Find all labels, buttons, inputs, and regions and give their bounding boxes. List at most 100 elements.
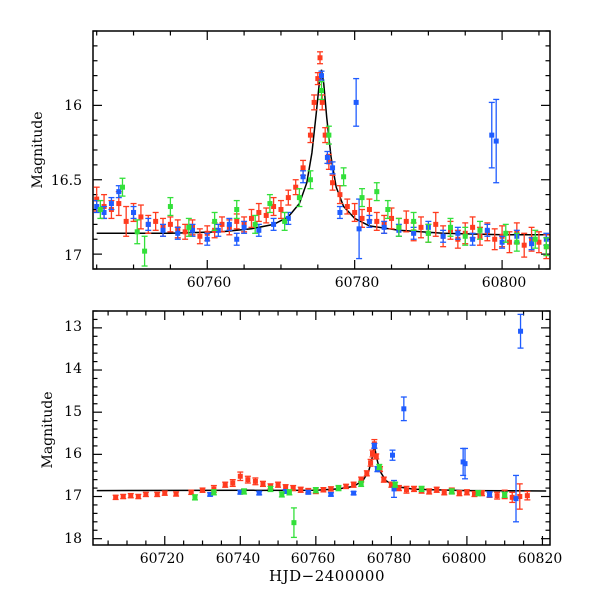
data-marker <box>285 215 291 221</box>
top-xtick-label-60800: 60800 <box>482 275 527 291</box>
data-marker <box>188 489 194 495</box>
data-marker <box>256 490 262 496</box>
data-marker <box>536 239 542 245</box>
top-green-point <box>252 214 259 234</box>
data-marker <box>477 227 483 233</box>
bottom-red-point <box>112 494 119 501</box>
data-marker <box>200 487 206 493</box>
bottom-xtick-label-60760: 60760 <box>291 551 336 567</box>
top-green-point <box>384 199 391 220</box>
top-xtick-label-60760: 60760 <box>187 275 232 291</box>
top-red-point <box>123 205 130 237</box>
bottom-red-point <box>120 493 127 500</box>
top-green-point <box>447 217 454 237</box>
data-marker <box>513 496 519 502</box>
bottom-green-point <box>267 485 274 493</box>
top-green-point <box>373 182 380 202</box>
data-marker <box>215 227 221 233</box>
top-blue-point <box>329 161 336 175</box>
data-marker <box>368 460 374 466</box>
bottom-red-point <box>275 481 282 488</box>
bottom-blue-point <box>462 447 469 480</box>
bottom-ytick-label-18: 18 <box>64 531 82 547</box>
bottom-plot-frame <box>92 310 551 546</box>
top-red-point <box>182 223 189 240</box>
bottom-red-point <box>259 480 266 488</box>
top-red-point <box>248 208 255 229</box>
data-marker <box>456 490 462 496</box>
data-marker <box>197 233 203 239</box>
data-marker <box>364 470 370 476</box>
top-blue-point <box>108 196 115 211</box>
data-marker <box>425 230 431 236</box>
bottom-data-points <box>112 313 531 539</box>
top-red-point <box>373 211 380 231</box>
data-marker <box>192 494 198 500</box>
data-marker <box>120 494 126 500</box>
bottom-red-point <box>222 481 229 488</box>
top-red-point <box>319 94 326 111</box>
data-marker <box>234 207 240 212</box>
data-marker <box>320 487 326 493</box>
top-green-point <box>318 80 325 101</box>
top-blue-point <box>174 226 181 240</box>
data-marker <box>376 464 382 470</box>
top-blue-point <box>285 211 292 226</box>
data-marker <box>390 452 396 458</box>
top-green-point <box>340 167 347 187</box>
top-red-point <box>314 72 321 86</box>
data-marker <box>131 209 137 215</box>
data-marker <box>283 484 289 490</box>
data-marker <box>256 227 262 233</box>
bottom-red-point <box>229 478 236 488</box>
top-xtick-label-60780: 60780 <box>335 275 380 291</box>
data-marker <box>173 491 179 497</box>
data-marker <box>374 218 380 224</box>
bottom-red-point <box>320 487 327 493</box>
bottom-red-point <box>411 485 418 493</box>
top-red-point <box>535 231 542 254</box>
top-green-point <box>233 199 240 220</box>
data-marker <box>143 491 149 497</box>
bottom-green-point <box>335 484 342 492</box>
data-marker <box>487 491 493 497</box>
bottom-green-point <box>358 480 365 488</box>
top-green-point <box>395 217 402 237</box>
top-blue-point <box>381 220 388 234</box>
data-marker <box>245 477 251 483</box>
bottom-red-point <box>494 491 501 500</box>
bottom-x-axis-title: HJD−2400000 <box>269 567 385 585</box>
bottom-green-point <box>191 494 198 501</box>
data-marker <box>207 491 213 497</box>
bottom-blue-point <box>400 396 407 422</box>
data-marker <box>330 180 336 186</box>
top-green-point <box>97 199 104 220</box>
data-marker <box>351 482 357 488</box>
top-green-point <box>543 237 550 257</box>
bottom-axis-ticks <box>93 310 550 545</box>
bottom-red-point <box>433 486 440 493</box>
data-marker <box>138 214 144 220</box>
top-y-axis-title: Magnitude <box>30 111 46 188</box>
data-marker <box>260 481 266 487</box>
data-marker <box>279 491 285 497</box>
top-blue-point <box>366 214 373 229</box>
top-blue-point <box>130 205 137 220</box>
data-marker <box>275 482 281 488</box>
bottom-red-point <box>135 493 142 500</box>
top-red-point <box>196 228 203 245</box>
top-blue-point <box>454 226 461 240</box>
data-marker <box>381 224 387 230</box>
bottom-green-point <box>286 489 293 496</box>
data-marker <box>145 221 151 227</box>
data-marker <box>374 189 380 195</box>
data-marker <box>366 207 372 212</box>
top-green-point <box>532 229 539 249</box>
bottom-red-point <box>297 486 304 493</box>
bottom-green-point <box>418 485 425 493</box>
data-marker <box>298 487 304 493</box>
bottom-blue-point <box>371 442 378 450</box>
data-marker <box>241 488 247 494</box>
data-marker <box>359 215 365 221</box>
data-marker <box>359 195 365 201</box>
